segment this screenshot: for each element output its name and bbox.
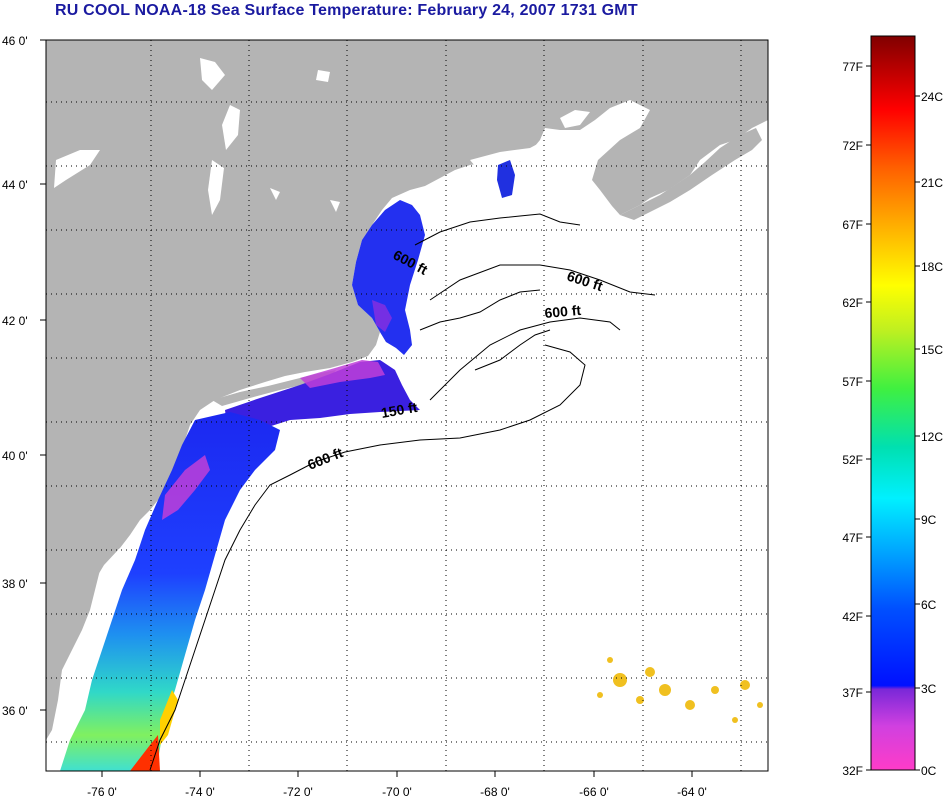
- colorbar-label-f: 67F: [842, 218, 863, 232]
- colorbar-label-f: 77F: [842, 60, 863, 74]
- sst-delaware-bay-purple: [162, 455, 210, 520]
- colorbar-label-c: 9C: [921, 513, 937, 527]
- bathymetry-contours: [149, 213, 656, 771]
- colorbar-label-f: 52F: [842, 453, 863, 467]
- land-mass-north-america: [46, 40, 768, 740]
- lake: [208, 160, 224, 215]
- colorbar-label-f: 62F: [842, 296, 863, 310]
- colorbar-label-f: 32F: [842, 764, 863, 778]
- contour-label-150ft: 150 ft: [380, 399, 419, 421]
- colorbar-label-c: 21C: [921, 176, 943, 190]
- land-delmarva: [46, 490, 118, 665]
- lake: [54, 150, 100, 188]
- lon-label: -72 0': [283, 785, 313, 799]
- lake: [316, 70, 330, 82]
- colorbar-label-c: 6C: [921, 598, 937, 612]
- lake: [330, 200, 340, 212]
- map-frame: [45, 39, 769, 772]
- lat-label: 42 0': [2, 314, 28, 328]
- contour-label-600ft: 600 ft: [544, 302, 582, 321]
- colorbar-label-c: 24C: [921, 90, 943, 104]
- colorbar-label-f: 57F: [842, 375, 863, 389]
- lon-label: -68 0': [480, 785, 510, 799]
- lon-label: -64 0': [677, 785, 707, 799]
- lake: [222, 105, 240, 150]
- colorbar: 77F 72F 67F 62F 57F 52F 47F 42F 37F 32F …: [842, 35, 943, 778]
- colorbar-label-f: 47F: [842, 531, 863, 545]
- colorbar-label-c: 3C: [921, 682, 937, 696]
- land-nova-scotia: [620, 128, 762, 220]
- tick-marks: [40, 39, 693, 777]
- sst-gulf-of-maine-purple: [372, 300, 392, 332]
- sst-gulf-stream-patches: [597, 657, 763, 723]
- sst-gulf-of-maine: [352, 200, 425, 355]
- colorbar-label-c: 15C: [921, 343, 943, 357]
- map-title: RU COOL NOAA-18 Sea Surface Temperature:…: [55, 2, 638, 19]
- sst-shelf-purple: [300, 360, 385, 388]
- sst-bay-fundy: [497, 160, 515, 198]
- graticule: [46, 40, 768, 771]
- lake: [270, 188, 280, 200]
- colorbar-label-c: 12C: [921, 430, 943, 444]
- bay-of-fundy: [560, 110, 590, 128]
- gulf-of-maine-coast: [470, 140, 545, 172]
- lat-label: 40 0': [2, 449, 28, 463]
- colorbar-label-c: 0C: [921, 764, 937, 778]
- lon-label: -76 0': [87, 785, 117, 799]
- lat-label: 44 0': [2, 178, 28, 192]
- lon-label: -74 0': [185, 785, 215, 799]
- lat-label: 46 0': [2, 34, 28, 48]
- colorbar-label-f: 42F: [842, 610, 863, 624]
- sst-shelf-new-england: [225, 360, 420, 450]
- lat-label: 36 0': [2, 704, 28, 718]
- longitude-labels: -76 0' -74 0' -72 0' -70 0' -68 0' -66 0…: [87, 785, 707, 799]
- colorbar-gradient: [870, 35, 916, 771]
- colorbar-label-f: 37F: [842, 686, 863, 700]
- latitude-labels: 46 0' 44 0' 42 0' 40 0' 38 0' 36 0': [2, 34, 28, 718]
- lake: [200, 58, 225, 90]
- lat-label: 38 0': [2, 577, 28, 591]
- colorbar-label-f: 72F: [842, 139, 863, 153]
- lon-label: -66 0': [579, 785, 609, 799]
- lon-label: -70 0': [382, 785, 412, 799]
- sst-shelf-mid-atlantic: [60, 412, 280, 771]
- colorbar-label-c: 18C: [921, 260, 943, 274]
